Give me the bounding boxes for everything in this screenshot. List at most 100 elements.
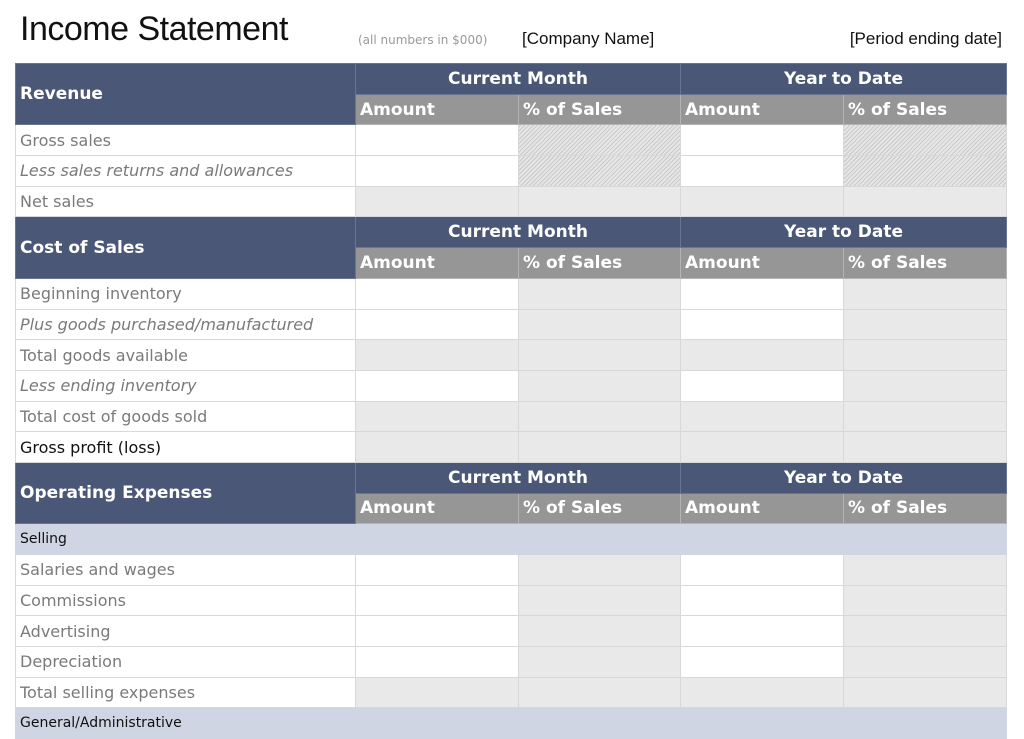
pct-sales-header: % of Sales <box>843 247 1008 279</box>
current-month-pct-cell <box>517 646 682 678</box>
amount-header: Amount <box>355 247 519 279</box>
ytd-amount-cell[interactable] <box>680 124 845 157</box>
current-month-amount-cell[interactable] <box>355 308 519 341</box>
amount-header: Amount <box>680 247 845 279</box>
table-row: Selling <box>14 523 1008 555</box>
year-to-date-header: Year to Date <box>680 216 1008 249</box>
current-month-pct-cell <box>517 277 682 310</box>
period-ending-date[interactable]: [Period ending date] <box>849 29 1002 48</box>
table-row: Commissions <box>15 584 1008 617</box>
current-month-amount-cell[interactable] <box>355 369 519 402</box>
row-label: Total goods available <box>15 339 356 371</box>
row-label: Beginning inventory <box>15 277 356 310</box>
ytd-pct-cell <box>843 277 1008 310</box>
table-row: Total selling expenses <box>15 676 1008 709</box>
units-note: (all numbers in $000) <box>358 33 488 47</box>
pct-sales-header: % of Sales <box>517 492 682 525</box>
ytd-amount-cell[interactable] <box>680 277 845 310</box>
row-label: Gross profit (loss) <box>15 431 356 463</box>
company-name[interactable]: [Company Name] <box>522 29 655 48</box>
ytd-pct-cell <box>843 615 1008 648</box>
ytd-pct-cell <box>843 155 1008 187</box>
year-to-date-header: Year to Date <box>680 461 1008 494</box>
row-label: Total cost of goods sold <box>15 400 356 433</box>
current-month-amount-cell <box>355 185 519 218</box>
section-header-row: Cost of Sales Current Month Year to Date <box>15 216 1008 279</box>
current-month-pct-cell <box>517 584 682 617</box>
amount-header: Amount <box>680 492 845 525</box>
current-month-amount-cell[interactable] <box>355 124 519 157</box>
ytd-amount-cell[interactable] <box>680 646 845 678</box>
table-row: Total cost of goods sold <box>15 400 1008 433</box>
section-title: Revenue <box>15 62 356 126</box>
ytd-pct-cell <box>843 369 1008 402</box>
ytd-pct-cell <box>843 676 1008 709</box>
current-month-pct-cell <box>517 185 682 218</box>
column-header-row: Amount% of Sales Amount% of Sales <box>16 93 1008 126</box>
current-month-pct-cell <box>517 155 682 187</box>
ytd-pct-cell <box>843 431 1008 463</box>
section-header-row: Revenue Current Month Year to Date <box>15 62 1008 126</box>
current-month-amount-cell[interactable] <box>355 615 519 648</box>
ytd-amount-cell <box>680 339 845 371</box>
ytd-pct-cell <box>843 308 1008 341</box>
current-month-amount-cell[interactable] <box>355 584 519 617</box>
ytd-amount-cell[interactable] <box>680 584 845 617</box>
row-label: Depreciation <box>15 646 356 678</box>
current-month-pct-cell <box>517 339 682 371</box>
ytd-amount-cell <box>680 676 845 709</box>
current-month-pct-cell <box>517 431 682 463</box>
ytd-amount-cell[interactable] <box>680 369 845 402</box>
current-month-amount-cell <box>355 400 519 433</box>
current-month-pct-cell <box>517 369 682 402</box>
column-header-row: Amount% of Sales Amount% of Sales <box>16 492 1008 525</box>
ytd-pct-cell <box>843 124 1008 157</box>
table-row: Beginning inventory <box>15 277 1008 310</box>
year-to-date-header: Year to Date <box>680 63 1008 95</box>
column-header-row: Amount% of Sales Amount% of Sales <box>16 247 1008 279</box>
current-month-amount-cell[interactable] <box>355 155 519 187</box>
subsection-label: General/Administrative <box>14 707 1008 739</box>
pct-sales-header: % of Sales <box>843 93 1008 126</box>
ytd-amount-cell[interactable] <box>680 554 845 586</box>
current-month-amount-cell[interactable] <box>355 277 519 310</box>
section-header-row: Operating Expenses Current Month Year to D… <box>15 461 1008 525</box>
current-month-pct-cell <box>517 308 682 341</box>
row-label: Plus goods purchased/manufactured <box>15 308 356 341</box>
row-label: Gross sales <box>15 124 356 157</box>
ytd-amount-cell <box>680 431 845 463</box>
current-month-pct-cell <box>517 124 682 157</box>
table-row: Plus goods purchased/manufactured <box>15 308 1008 341</box>
ytd-amount-cell[interactable] <box>680 155 845 187</box>
table-row: Less ending inventory <box>15 369 1008 402</box>
table-row: Less sales returns and allowances <box>15 155 1008 187</box>
ytd-pct-cell <box>843 646 1008 678</box>
current-month-amount-cell <box>355 676 519 709</box>
ytd-pct-cell <box>843 339 1008 371</box>
ytd-amount-cell[interactable] <box>680 615 845 648</box>
current-month-amount-cell[interactable] <box>355 646 519 678</box>
row-label: Commissions <box>15 584 356 617</box>
ytd-pct-cell <box>843 185 1008 218</box>
amount-header: Amount <box>355 93 519 126</box>
table-row: Gross sales <box>15 124 1008 157</box>
row-label: Less sales returns and allowances <box>15 155 356 187</box>
row-label: Less ending inventory <box>15 369 356 402</box>
table-row: Gross profit (loss) <box>15 431 1008 463</box>
ytd-amount-cell[interactable] <box>680 308 845 341</box>
current-month-amount-cell[interactable] <box>355 554 519 586</box>
current-month-pct-cell <box>517 400 682 433</box>
ytd-pct-cell <box>843 554 1008 586</box>
subsection-label: Selling <box>14 523 1008 555</box>
current-month-amount-cell <box>355 339 519 371</box>
current-month-header: Current Month <box>354 461 682 494</box>
row-label: Advertising <box>15 615 356 648</box>
current-month-pct-cell <box>517 615 682 648</box>
table-row: Salaries and wages <box>15 554 1008 586</box>
current-month-amount-cell <box>355 431 519 463</box>
ytd-pct-cell <box>843 584 1008 617</box>
pct-sales-header: % of Sales <box>517 247 682 279</box>
amount-header: Amount <box>355 492 519 525</box>
table-row: Depreciation <box>15 646 1008 678</box>
table-row: Advertising <box>15 615 1008 648</box>
